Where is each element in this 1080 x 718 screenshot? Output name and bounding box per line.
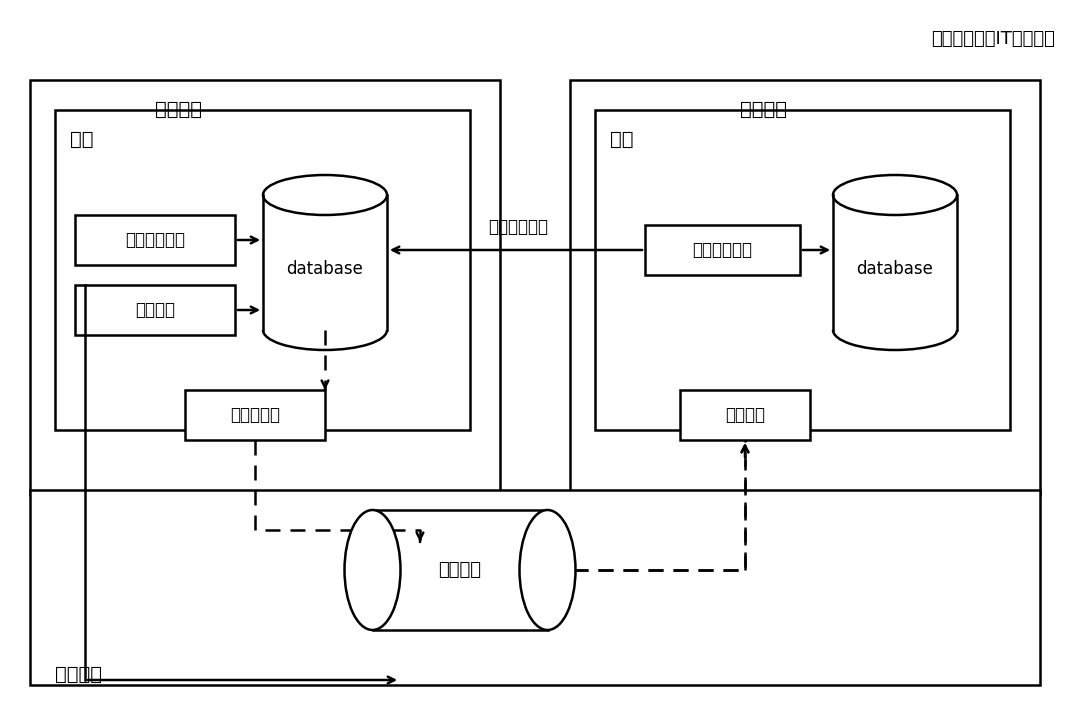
- Bar: [373, 510, 548, 630]
- Bar: [264, 195, 387, 330]
- Text: 事务: 事务: [70, 130, 94, 149]
- Text: 处理订单业务: 处理订单业务: [692, 241, 753, 259]
- Ellipse shape: [345, 510, 401, 630]
- Text: 订阅消息: 订阅消息: [725, 406, 765, 424]
- Text: 支付系统: 支付系统: [156, 100, 202, 119]
- Text: 处理支付业务: 处理支付业务: [125, 231, 185, 249]
- Bar: [833, 195, 957, 330]
- Ellipse shape: [833, 175, 957, 215]
- Bar: [570, 80, 1040, 495]
- Bar: [55, 110, 470, 430]
- Text: 事务: 事务: [610, 130, 634, 149]
- Bar: [30, 80, 500, 495]
- Bar: [30, 490, 1040, 685]
- Text: database: database: [856, 260, 933, 279]
- Bar: [75, 215, 235, 265]
- Ellipse shape: [264, 175, 387, 215]
- Text: 新增消息: 新增消息: [135, 301, 175, 319]
- Text: 消息系统: 消息系统: [55, 665, 102, 684]
- Text: 消息队列: 消息队列: [438, 561, 482, 579]
- Bar: [185, 390, 325, 440]
- Text: 订单系统: 订单系统: [740, 100, 787, 119]
- Bar: [595, 110, 1010, 430]
- Text: database: database: [286, 260, 364, 279]
- Text: 修改消息状态: 修改消息状态: [488, 218, 548, 236]
- Bar: [645, 225, 800, 275]
- Text: 定时补偿器: 定时补偿器: [230, 406, 280, 424]
- Bar: [680, 390, 810, 440]
- Ellipse shape: [519, 510, 576, 630]
- Text: 微信公众号「IT徐胖子」: 微信公众号「IT徐胖子」: [931, 30, 1055, 48]
- Bar: [75, 285, 235, 335]
